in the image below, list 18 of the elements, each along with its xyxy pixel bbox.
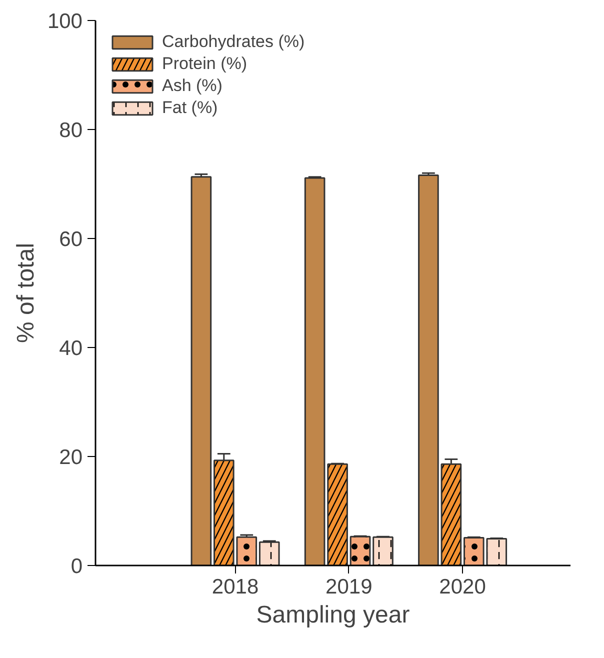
bar <box>304 177 326 566</box>
legend-label: Protein (%) <box>162 54 248 74</box>
bar <box>190 176 212 566</box>
legend-label: Ash (%) <box>162 76 222 96</box>
y-tick-label: 40 <box>59 337 82 360</box>
x-axis-title: Sampling year <box>256 602 410 628</box>
x-tick-label: 2019 <box>326 576 372 598</box>
legend-label: Carbohydrates (%) <box>162 32 305 52</box>
x-tick-label: 2018 <box>212 576 259 598</box>
legend-label: Fat (%) <box>162 98 218 118</box>
x-tick-label: 2020 <box>439 576 486 598</box>
y-tick-label: 100 <box>47 10 83 33</box>
y-tick-label: 0 <box>70 555 83 578</box>
y-tick-label: 20 <box>59 446 82 469</box>
y-tick-label: 60 <box>59 228 82 251</box>
bar <box>418 174 439 566</box>
y-tick-label: 80 <box>59 119 82 142</box>
y-axis-title: % of total <box>12 242 40 344</box>
